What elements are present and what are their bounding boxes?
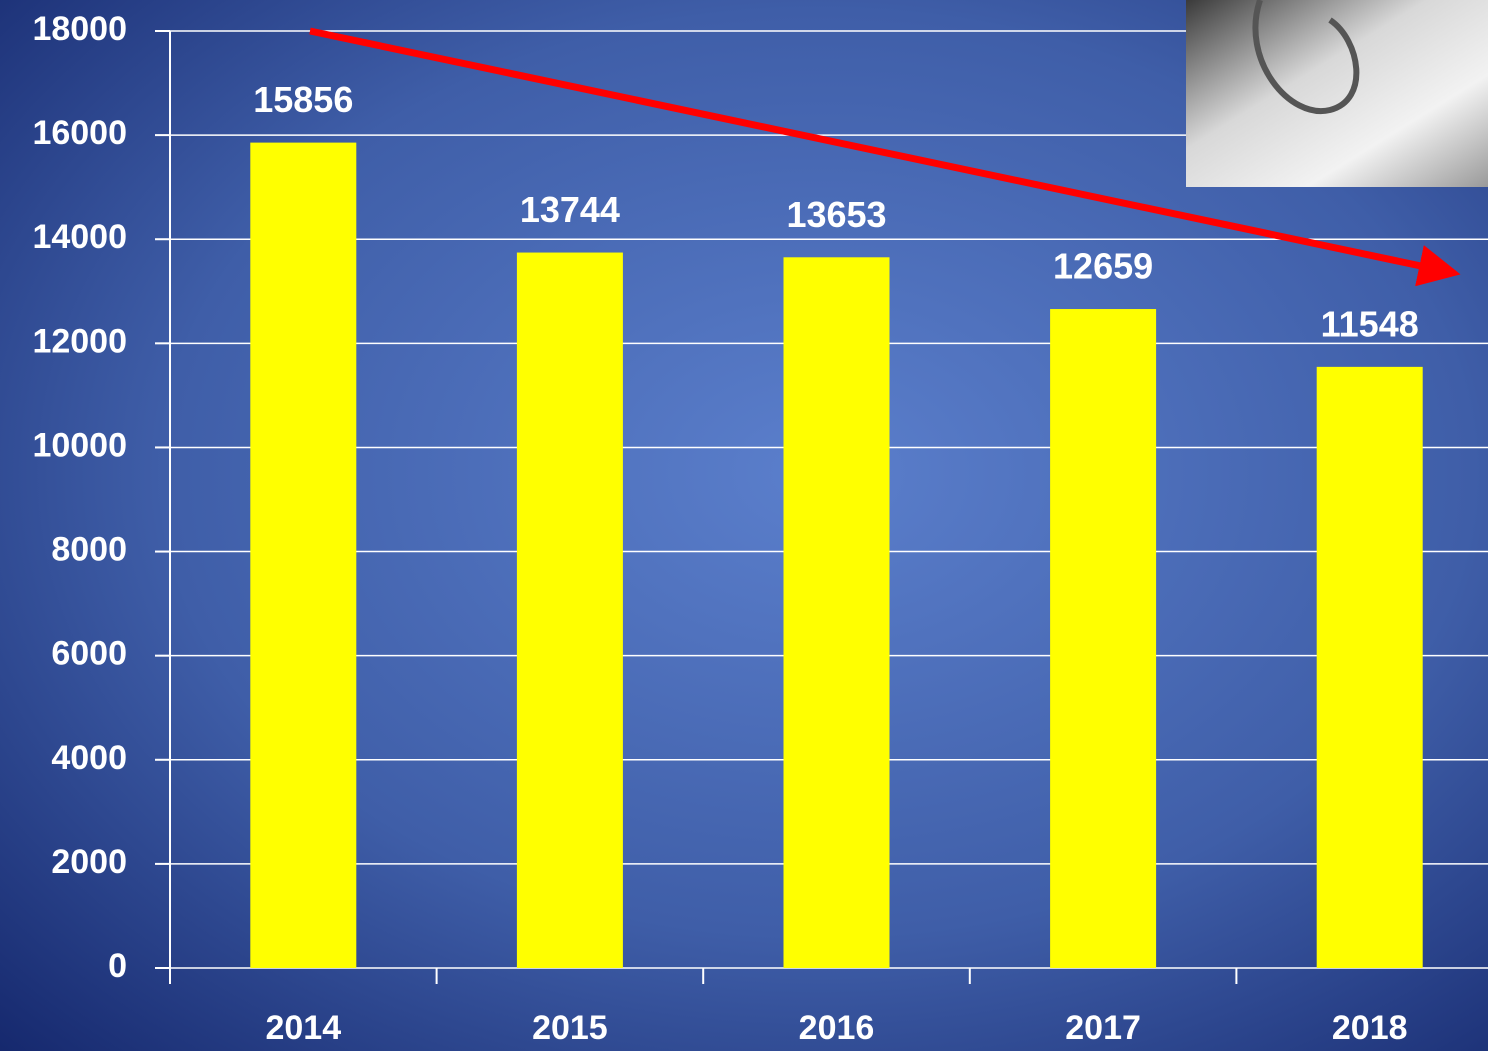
- x-tick-label: 2015: [532, 1009, 608, 1047]
- bar: [516, 252, 623, 968]
- bar: [250, 142, 357, 968]
- x-tick-label: 2017: [1065, 1009, 1141, 1047]
- data-label: 15856: [253, 79, 353, 120]
- data-label: 13744: [520, 189, 620, 230]
- y-tick-label: 2000: [51, 843, 127, 881]
- x-tick-label: 2018: [1332, 1009, 1408, 1047]
- y-tick-label: 10000: [32, 426, 127, 464]
- y-tick-label: 4000: [51, 739, 127, 777]
- y-tick-label: 8000: [51, 531, 127, 569]
- trend-arrow: [309, 27, 1461, 287]
- y-tick-label: 16000: [32, 114, 127, 152]
- y-tick-label: 18000: [32, 10, 127, 48]
- bar: [783, 257, 890, 968]
- photo-detail: [1252, 0, 1360, 115]
- x-tick-label: 2014: [265, 1009, 341, 1047]
- bar: [1050, 309, 1157, 969]
- y-tick-label: 6000: [51, 635, 127, 673]
- y-tick-label: 12000: [32, 322, 127, 360]
- y-tick-label: 0: [108, 947, 127, 985]
- data-label: 11548: [1321, 303, 1419, 344]
- photo: [1186, 0, 1488, 187]
- data-label: 12659: [1053, 246, 1153, 287]
- y-tick-label: 14000: [32, 218, 127, 256]
- bar: [1316, 366, 1423, 969]
- x-tick-label: 2016: [799, 1009, 875, 1047]
- data-label: 13653: [786, 194, 886, 235]
